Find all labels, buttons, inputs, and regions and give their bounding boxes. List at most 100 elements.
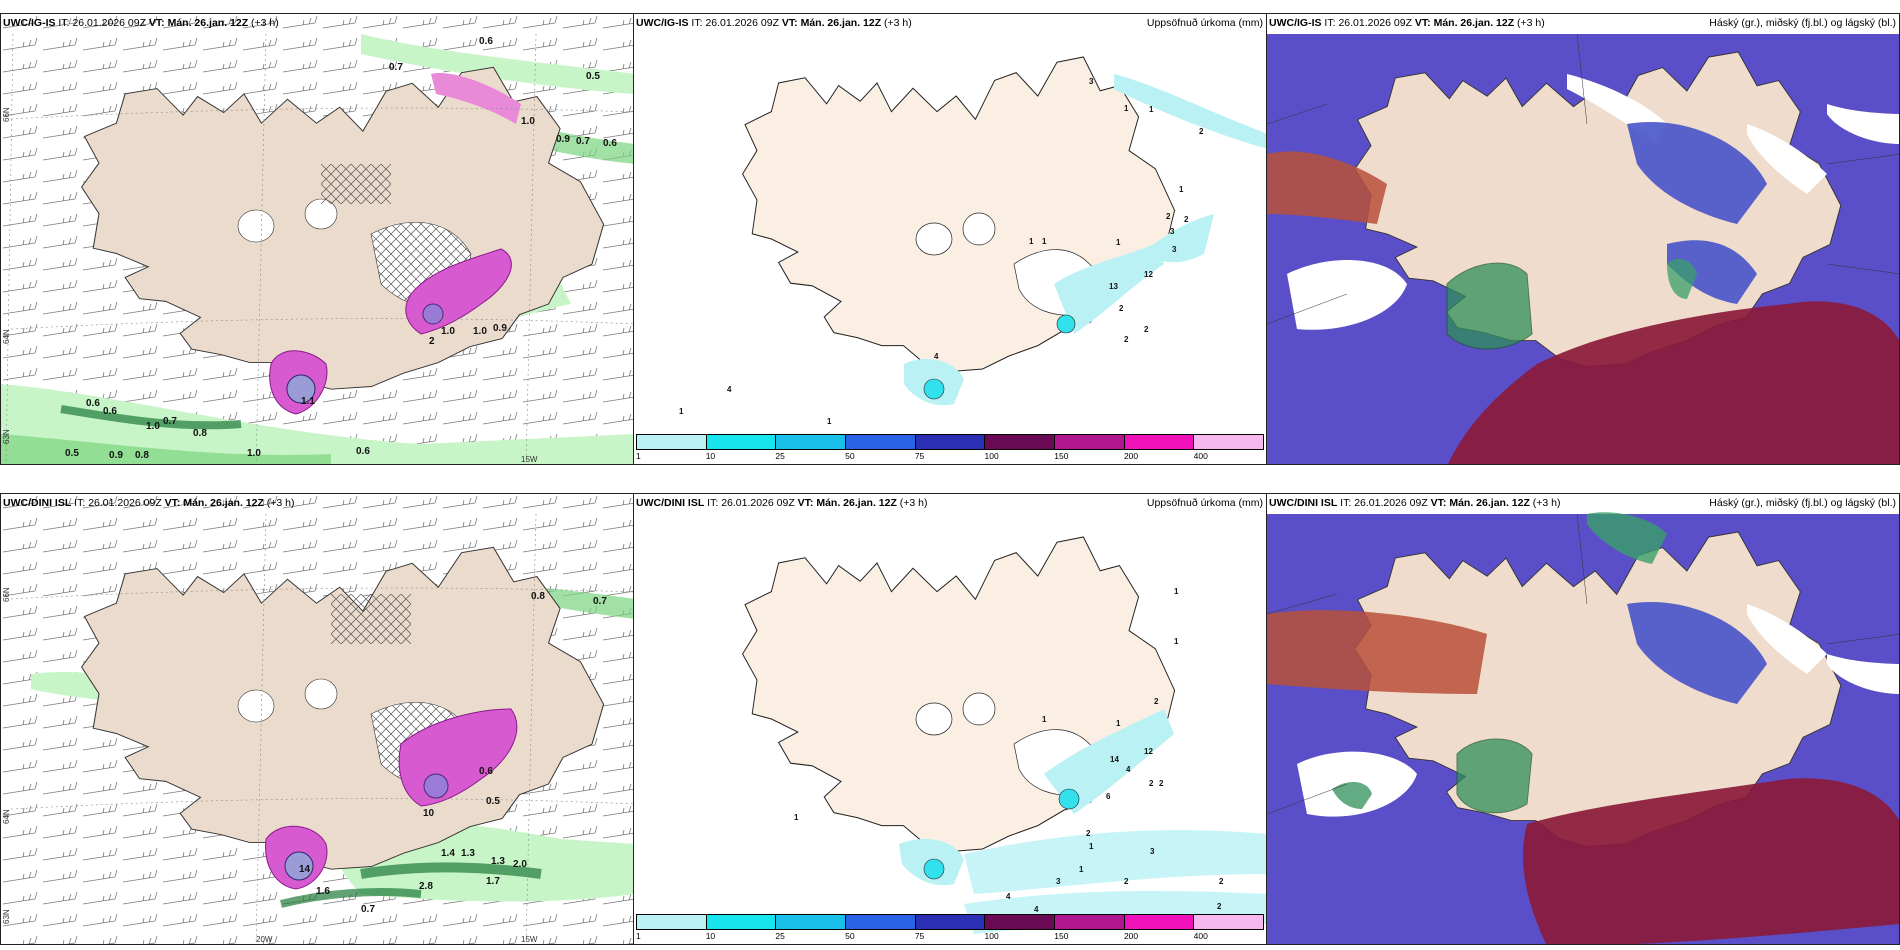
panel-dini-wind: UWC/DINI ISL IT: 26.01.2026 09Z VT: Mán.…	[0, 493, 634, 945]
it-label: IT:	[691, 17, 703, 29]
value-label: 6	[1106, 792, 1111, 801]
lon-label: 20W	[256, 935, 273, 944]
value-label: 0.7	[576, 136, 590, 147]
value-label: 2	[1119, 304, 1124, 313]
legend-tick: 10	[705, 451, 716, 461]
vt-label: VT:	[797, 497, 814, 509]
value-label: 1.3	[491, 856, 505, 867]
wind-band	[1, 434, 331, 464]
legend-tick: 25	[775, 451, 785, 461]
precip-area	[1154, 214, 1214, 263]
panel-title: Háský (gr.), miðský (fj.bl.) og lágský (…	[1709, 497, 1896, 509]
legend-tick: 75	[914, 451, 925, 461]
lead-time: (+3 h)	[884, 17, 912, 29]
value-label: 2	[1086, 829, 1091, 838]
value-label: 14	[1110, 755, 1119, 764]
value-label: 3	[1172, 245, 1177, 254]
model-name: UWC/DINI ISL	[3, 497, 72, 509]
cloud-low-area	[1523, 778, 1899, 944]
cloud-low-area	[1448, 301, 1899, 464]
value-label: 1	[1029, 237, 1034, 246]
cloud-green-area	[1667, 258, 1697, 299]
value-label: 2	[1219, 877, 1224, 886]
legend-bar	[636, 914, 1264, 930]
wind-band	[60, 405, 242, 430]
model-name: UWC/IG-IS	[636, 17, 689, 29]
value-label: 12	[1144, 747, 1153, 756]
value-label: 1	[1089, 842, 1094, 851]
hatched-area	[331, 594, 411, 644]
vt-value: Mán. 26.jan. 12Z	[1433, 17, 1515, 29]
panel-header: UWC/IG-IS IT: 26.01.2026 09Z VT: Mán. 26…	[636, 17, 912, 29]
precip-core	[1056, 314, 1076, 334]
value-label: 0.8	[193, 428, 207, 439]
precip-core	[284, 851, 314, 881]
value-label: 1.0	[146, 421, 160, 432]
glacier	[915, 702, 953, 736]
value-label: 1	[1179, 185, 1184, 194]
value-label: 0.8	[531, 591, 545, 602]
glacier	[237, 209, 275, 243]
cloud-green-area	[1587, 512, 1667, 564]
value-label: 1	[1042, 715, 1047, 724]
value-label: 2.0	[513, 859, 527, 870]
value-label: 2	[1124, 877, 1129, 886]
precip-area	[1044, 709, 1174, 814]
clear-sky	[1747, 124, 1827, 194]
value-label: 1.6	[316, 886, 330, 897]
cloud-high-area	[1627, 122, 1767, 224]
value-label: 0.9	[109, 450, 123, 461]
legend-swatch	[1194, 435, 1264, 449]
precip-core	[286, 374, 316, 404]
wind-band	[361, 34, 633, 94]
lat-label: 64N	[2, 329, 11, 344]
clear-sky	[1827, 104, 1899, 144]
value-label: 0.5	[486, 796, 500, 807]
value-label: 0.9	[493, 323, 507, 334]
glacier	[962, 212, 996, 246]
grid	[5, 33, 633, 464]
lon-label: 15W	[521, 455, 538, 464]
it-value: 26.01.2026 09Z	[705, 17, 779, 29]
model-name: UWC/IG-IS	[3, 17, 56, 29]
lat-label: 63N	[2, 909, 11, 924]
precip-core	[422, 303, 444, 325]
panel-ig-precip: UWC/IG-IS IT: 26.01.2026 09Z VT: Mán. 26…	[633, 13, 1267, 465]
hatched-area	[321, 164, 391, 204]
value-label: 1.1	[301, 396, 315, 407]
wind-map: 66N 64N 63N 15W 0.6 0.7 0.5 1.0 0.9 0.7 …	[1, 14, 633, 464]
legend-tick: 25	[775, 931, 785, 941]
model-name: UWC/IG-IS	[1269, 17, 1322, 29]
clear-sky	[1747, 604, 1827, 674]
it-label: IT:	[707, 497, 719, 509]
legend-swatch	[706, 915, 777, 929]
value-label: 1	[679, 407, 684, 416]
legend-tick: 10	[705, 931, 716, 941]
cloud-green-area	[1332, 782, 1372, 809]
legend-tick: 1	[636, 931, 641, 941]
wind-band	[360, 862, 542, 879]
lat-label: 63N	[2, 429, 11, 444]
panel-header: UWC/DINI ISL IT: 26.01.2026 09Z VT: Mán.…	[636, 497, 928, 509]
legend-swatch	[706, 435, 777, 449]
panel-dini-cloud: UWC/DINI ISL IT: 26.01.2026 09Z VT: Mán.…	[1266, 493, 1900, 945]
model-name: UWC/DINI ISL	[1269, 497, 1338, 509]
value-label: 1	[1124, 104, 1129, 113]
value-label: 4	[1126, 765, 1131, 774]
legend-ticks: 1 10 25 50 75 100 150 200 400	[636, 931, 1264, 942]
cloud-green-area	[1456, 738, 1533, 814]
wind-map: 66N 64N 63N 20W 15W 0.8 0.7 0.5 0.6 10 1…	[1, 494, 633, 944]
legend-swatch	[846, 915, 916, 929]
value-label: 0.6	[479, 36, 493, 47]
legend-swatch	[915, 435, 986, 449]
clear-sky	[1287, 260, 1407, 330]
value-label: 0.7	[593, 596, 607, 607]
legend-swatch	[846, 435, 916, 449]
legend-tick: 75	[914, 931, 925, 941]
value-label: 0.5	[586, 71, 600, 82]
value-label: 0.7	[389, 62, 403, 73]
value-label: 4	[1034, 905, 1039, 914]
precip-core	[423, 773, 449, 799]
it-value: 26.01.2026 09Z	[1338, 17, 1412, 29]
value-label: 2	[1217, 902, 1222, 911]
